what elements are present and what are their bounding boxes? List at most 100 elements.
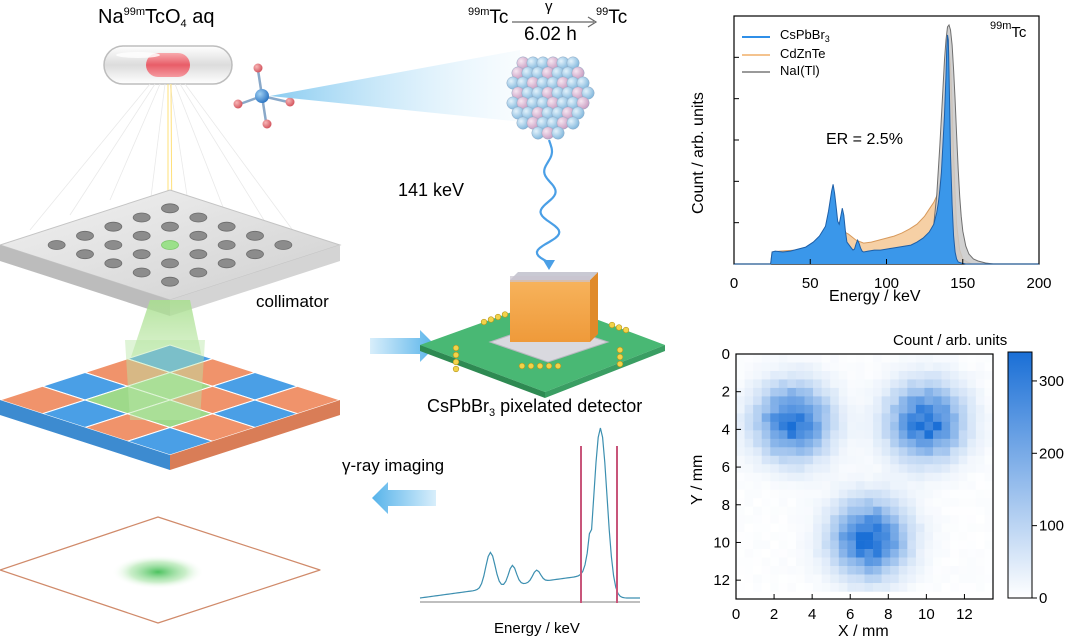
heatmap-cell — [950, 455, 960, 465]
heatmap-cell — [847, 540, 857, 550]
solder-pad — [518, 362, 526, 370]
heatmap-cell — [984, 421, 993, 431]
heatmap-cell — [881, 421, 891, 431]
heatmap-cell — [864, 532, 874, 541]
heatmap-cell — [821, 370, 831, 380]
heatmap-cell — [984, 404, 993, 414]
heatmap-cell — [753, 557, 762, 567]
heatmap-cell — [830, 540, 840, 550]
heatmap-cell — [873, 413, 882, 423]
arrow-right — [370, 330, 436, 362]
heatmap-cell — [753, 362, 762, 372]
heatmap-cell — [744, 438, 754, 448]
heatmap-cell — [795, 532, 805, 541]
heatmap-cell — [967, 472, 977, 482]
collimator-hole — [161, 221, 179, 232]
heatmap-cell — [941, 582, 951, 592]
heatmap-cell — [967, 506, 977, 516]
zoom-beam — [270, 50, 522, 122]
heatmap-cell — [830, 421, 840, 431]
heatmap-cell — [736, 472, 745, 482]
collimator-hole — [217, 240, 236, 250]
heatmap-cell — [984, 532, 993, 541]
heatmap-cell — [890, 489, 900, 499]
heatmap-cell — [958, 396, 968, 406]
heatmap-cell — [967, 438, 977, 448]
heatmap-cell — [958, 582, 968, 592]
heatmap-cell — [804, 489, 814, 499]
heatmap-cell — [804, 549, 814, 558]
heatmap-cell — [941, 489, 951, 499]
heatmap-cell — [787, 447, 797, 457]
heatmap-cell — [864, 557, 874, 567]
heatmap-cell — [864, 387, 874, 397]
heatmap-cell — [950, 464, 960, 474]
heatmap-cell — [958, 370, 968, 380]
pixel-array-edge-left — [0, 400, 170, 470]
heatmap-cell — [778, 523, 788, 533]
heatmap-cell — [770, 370, 780, 380]
heatmap-cell — [950, 379, 960, 389]
heatmap-cell — [975, 447, 985, 457]
heatmap-cell — [753, 354, 762, 363]
heatmap-cell — [984, 362, 993, 372]
heatmap-cell — [941, 532, 951, 541]
heatmap-cell — [761, 379, 771, 389]
y-tick-label: 2 — [722, 384, 730, 401]
heatmap-cell — [898, 557, 908, 567]
heatmap-cell — [770, 396, 780, 406]
heatmap-cell — [881, 370, 891, 380]
heatmap-cell — [924, 362, 934, 372]
heatmap-cell — [958, 354, 968, 363]
heatmap-cell — [975, 472, 985, 482]
x-tick-label: 150 — [950, 275, 975, 292]
heatmap-cell — [984, 506, 993, 516]
heatmap-cell — [864, 515, 874, 524]
heatmap-cell — [847, 574, 857, 584]
heatmap-cell — [864, 489, 874, 499]
heatmap-cell — [795, 387, 805, 397]
heatmap-cell — [744, 354, 754, 363]
heatmap-cell — [804, 532, 814, 541]
heatmap-cell — [753, 404, 762, 414]
heatmap-cell — [813, 370, 822, 380]
heatmap-cell — [915, 489, 925, 499]
heatmap-cell — [924, 455, 934, 465]
heatmap-cell — [778, 489, 788, 499]
heatmap-cell — [967, 447, 977, 457]
heatmap-cell — [975, 582, 985, 592]
heatmap-cell — [804, 413, 814, 423]
heatmap-cell — [873, 387, 882, 397]
x-tick-label: 0 — [732, 606, 740, 623]
heatmap-cell — [778, 549, 788, 558]
heatmap-cell — [915, 455, 925, 465]
heatmap-cell — [830, 549, 840, 558]
heatmap-cell — [830, 532, 840, 541]
heatmap-cell — [967, 489, 977, 499]
heatmap-cell — [907, 557, 917, 567]
heatmap-cell — [967, 421, 977, 431]
heatmap-cell — [821, 489, 831, 499]
heatmap-cell — [890, 404, 900, 414]
collimator-hole — [104, 240, 123, 250]
heatmap-cell — [975, 489, 985, 499]
heatmap-cell — [787, 421, 797, 431]
heatmap-cell — [855, 413, 865, 423]
heatmap-cell — [907, 540, 917, 550]
heatmap-cell — [778, 387, 788, 397]
heatmap-cell — [864, 566, 874, 575]
heatmap-cell — [753, 540, 762, 550]
heatmap-cell — [821, 354, 831, 363]
x-tick-label: 4 — [808, 606, 816, 623]
heatmap-cell — [958, 464, 968, 474]
heatmap-cell — [736, 430, 745, 440]
heatmap-cell — [744, 430, 754, 440]
heatmap-cell — [975, 354, 985, 363]
heatmap-cell — [873, 447, 882, 457]
imaging-label: γ-ray imaging — [342, 456, 445, 475]
heatmap-cell — [967, 540, 977, 550]
heatmap-cell — [890, 481, 900, 490]
heatmap-cell — [847, 582, 857, 592]
collimator-hole — [189, 230, 208, 241]
heatmap-cell — [924, 421, 934, 431]
